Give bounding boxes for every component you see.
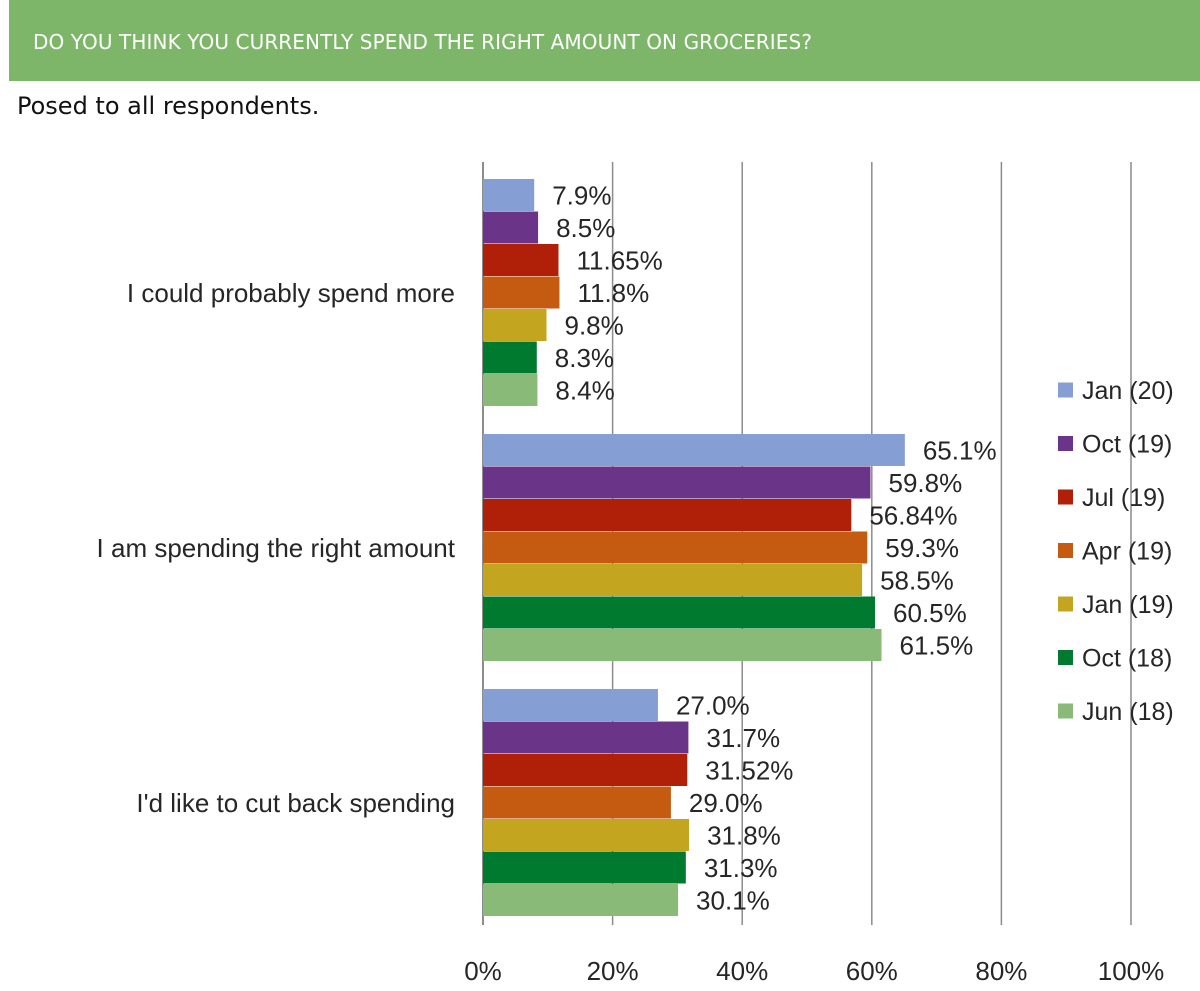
legend-swatch [1058,489,1073,505]
legend-swatch [1058,650,1073,665]
data-label: 7.9% [552,180,611,210]
legend-label: Jul (19) [1082,484,1165,512]
bar [483,434,905,466]
data-label: 11.8% [577,278,649,308]
bar [483,341,537,374]
data-label: 11.65% [576,245,662,275]
bar [483,629,882,661]
legend-label: Jun (18) [1082,698,1174,726]
data-label: 27.0% [676,690,750,720]
legend-label: Apr (19) [1082,538,1172,566]
bar [483,689,658,721]
chart-title: DO YOU THINK YOU CURRENTLY SPEND THE RIG… [33,30,813,54]
category-label: I am spending the right amount [97,533,456,563]
x-tick-label: 20% [587,956,639,986]
category-label: I'd like to cut back spending [136,788,455,818]
title-banner: DO YOU THINK YOU CURRENTLY SPEND THE RIG… [9,0,1200,81]
bar [483,309,547,341]
data-label: 9.8% [565,310,624,340]
data-label: 58.5% [880,565,954,595]
bar [483,466,871,499]
data-label: 60.5% [893,598,967,628]
legend-swatch [1058,596,1073,612]
data-label: 29.0% [689,788,763,818]
bar [483,499,852,531]
data-label: 61.5% [900,630,974,660]
bar [483,276,560,309]
legend-swatch [1058,382,1073,398]
data-label: 31.7% [706,723,780,753]
x-tick-label: 100% [1098,956,1165,986]
data-label: 8.4% [555,375,614,405]
bar [483,244,559,276]
legend-swatch [1058,543,1073,558]
bar [483,374,538,406]
data-label: 59.8% [889,468,963,498]
x-tick-label: 0% [464,956,502,986]
legend-label: Jan (20) [1082,377,1174,405]
x-tick-label: 40% [716,956,768,986]
x-tick-label: 60% [846,956,898,986]
data-label: 31.3% [704,853,778,883]
bar [483,819,690,851]
data-label: 8.5% [556,213,615,243]
bar [483,596,876,629]
data-label: 31.8% [707,820,781,850]
legend-label: Oct (18) [1082,645,1172,673]
bar [483,721,689,754]
bar [483,884,679,916]
data-label: 31.52% [705,755,793,785]
x-tick-label: 80% [975,956,1027,986]
bar [483,531,868,564]
data-label: 59.3% [885,533,959,563]
data-label: 30.1% [696,885,770,915]
category-label: I could probably spend more [127,278,455,308]
bar [483,564,863,596]
legend-swatch [1058,436,1073,451]
legend-label: Jan (19) [1082,591,1174,619]
bar [483,179,535,211]
chart-subtitle: Posed to all respondents. [17,92,320,120]
legend-swatch [1058,703,1073,719]
bar [483,211,539,244]
bar [483,851,686,884]
data-label: 8.3% [555,343,614,373]
bar [483,786,671,819]
legend-label: Oct (19) [1082,431,1172,459]
data-label: 56.84% [869,500,957,530]
bar [483,754,688,786]
data-label: 65.1% [923,435,997,465]
